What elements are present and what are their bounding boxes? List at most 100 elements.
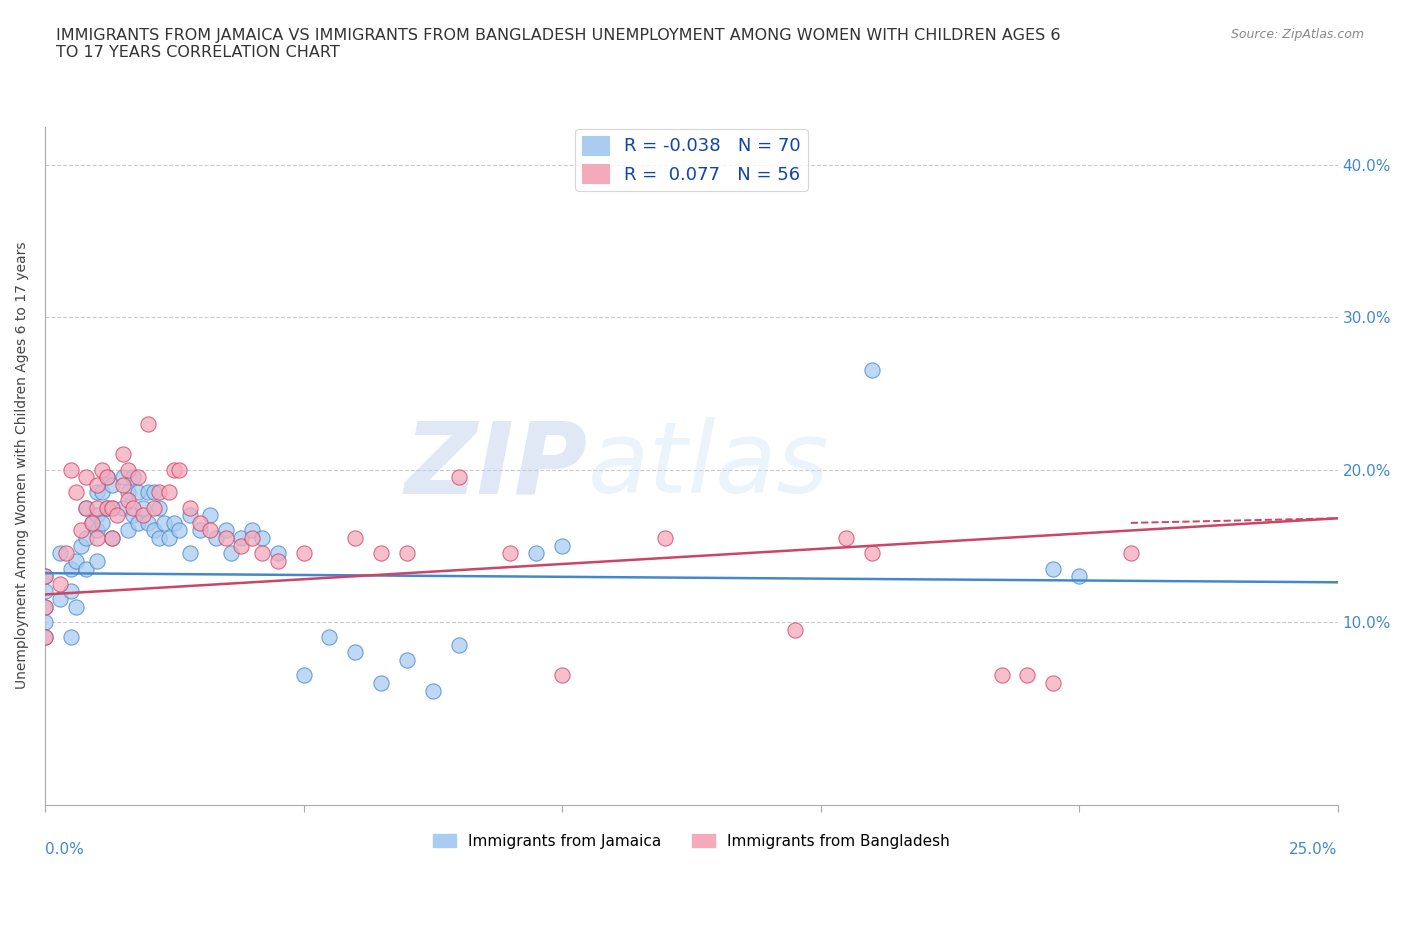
- Point: [188, 523, 211, 538]
- Point: [117, 485, 139, 499]
- Legend: R = -0.038   N = 70, R =  0.077   N = 56: R = -0.038 N = 70, R = 0.077 N = 56: [575, 129, 807, 191]
- Point: [86, 553, 108, 568]
- Point: [266, 553, 288, 568]
- Point: [344, 645, 367, 660]
- Point: [101, 500, 124, 515]
- Point: [86, 523, 108, 538]
- Point: [148, 531, 170, 546]
- Point: [111, 477, 134, 492]
- Point: [75, 500, 97, 515]
- Point: [148, 500, 170, 515]
- Point: [65, 485, 87, 499]
- Point: [59, 561, 82, 576]
- Point: [395, 653, 418, 668]
- Point: [75, 470, 97, 485]
- Point: [90, 485, 112, 499]
- Text: Source: ZipAtlas.com: Source: ZipAtlas.com: [1230, 28, 1364, 41]
- Point: [157, 485, 180, 499]
- Text: IMMIGRANTS FROM JAMAICA VS IMMIGRANTS FROM BANGLADESH UNEMPLOYMENT AMONG WOMEN W: IMMIGRANTS FROM JAMAICA VS IMMIGRANTS FR…: [56, 28, 1060, 60]
- Point: [132, 500, 155, 515]
- Point: [34, 569, 56, 584]
- Point: [34, 615, 56, 630]
- Text: atlas: atlas: [588, 418, 830, 514]
- Point: [395, 546, 418, 561]
- Point: [142, 485, 165, 499]
- Point: [34, 599, 56, 614]
- Y-axis label: Unemployment Among Women with Children Ages 6 to 17 years: Unemployment Among Women with Children A…: [15, 242, 30, 689]
- Point: [59, 462, 82, 477]
- Point: [169, 523, 191, 538]
- Point: [422, 683, 444, 698]
- Point: [163, 515, 186, 530]
- Point: [86, 485, 108, 499]
- Point: [86, 508, 108, 523]
- Point: [96, 470, 118, 485]
- Point: [551, 538, 574, 553]
- Point: [153, 515, 176, 530]
- Point: [138, 515, 160, 530]
- Point: [96, 500, 118, 515]
- Point: [142, 500, 165, 515]
- Point: [1017, 668, 1039, 683]
- Point: [34, 569, 56, 584]
- Point: [447, 637, 470, 652]
- Point: [292, 546, 315, 561]
- Point: [138, 417, 160, 432]
- Point: [90, 515, 112, 530]
- Text: 25.0%: 25.0%: [1289, 843, 1337, 857]
- Point: [204, 531, 226, 546]
- Point: [49, 577, 72, 591]
- Point: [86, 477, 108, 492]
- Point: [344, 531, 367, 546]
- Point: [148, 485, 170, 499]
- Point: [105, 508, 128, 523]
- Point: [1042, 675, 1064, 690]
- Point: [169, 462, 191, 477]
- Point: [70, 538, 93, 553]
- Point: [860, 363, 883, 378]
- Point: [70, 523, 93, 538]
- Point: [111, 470, 134, 485]
- Point: [157, 531, 180, 546]
- Point: [34, 630, 56, 644]
- Point: [179, 508, 201, 523]
- Point: [551, 668, 574, 683]
- Point: [370, 675, 392, 690]
- Point: [1069, 569, 1091, 584]
- Point: [835, 531, 858, 546]
- Point: [163, 462, 186, 477]
- Point: [200, 508, 222, 523]
- Point: [292, 668, 315, 683]
- Point: [318, 630, 340, 644]
- Point: [231, 531, 253, 546]
- Point: [101, 477, 124, 492]
- Point: [55, 546, 77, 561]
- Point: [1042, 561, 1064, 576]
- Point: [34, 630, 56, 644]
- Point: [188, 515, 211, 530]
- Point: [138, 485, 160, 499]
- Point: [49, 546, 72, 561]
- Point: [524, 546, 547, 561]
- Point: [860, 546, 883, 561]
- Point: [122, 508, 145, 523]
- Point: [90, 462, 112, 477]
- Point: [127, 470, 149, 485]
- Point: [117, 493, 139, 508]
- Point: [65, 599, 87, 614]
- Point: [75, 531, 97, 546]
- Point: [179, 500, 201, 515]
- Point: [34, 599, 56, 614]
- Point: [499, 546, 522, 561]
- Point: [101, 531, 124, 546]
- Point: [111, 446, 134, 461]
- Point: [783, 622, 806, 637]
- Point: [240, 531, 263, 546]
- Point: [101, 531, 124, 546]
- Point: [240, 523, 263, 538]
- Point: [75, 561, 97, 576]
- Point: [86, 531, 108, 546]
- Point: [122, 500, 145, 515]
- Point: [215, 531, 238, 546]
- Point: [127, 515, 149, 530]
